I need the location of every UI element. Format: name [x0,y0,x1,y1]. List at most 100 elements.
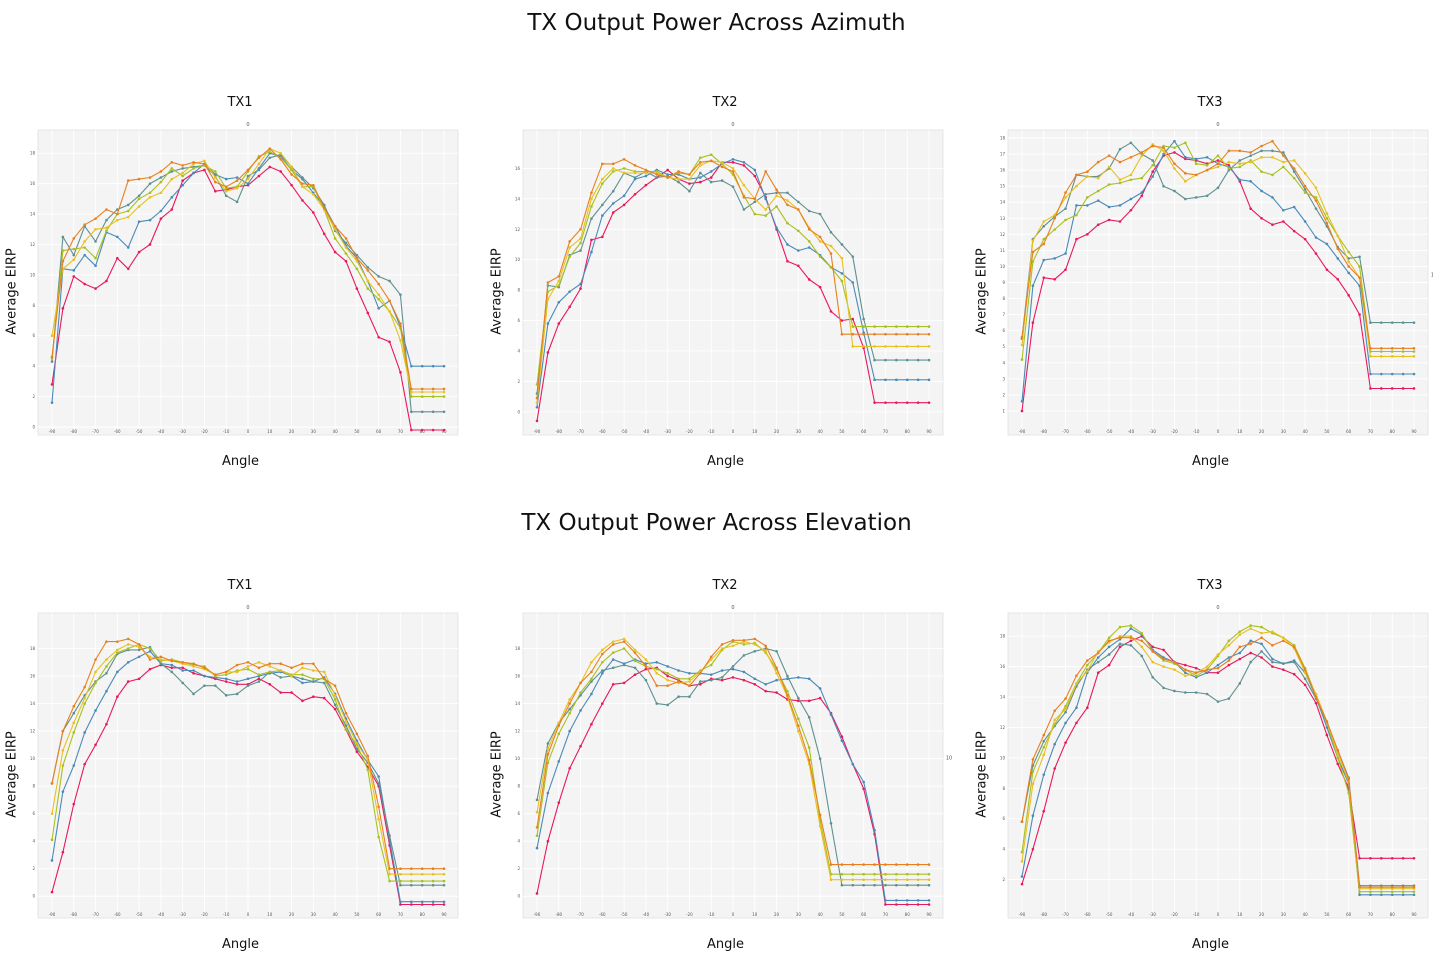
data-point [1369,893,1372,897]
data-point [137,197,141,201]
data-point [1249,627,1252,630]
x-tick-label: 40 [1303,429,1309,434]
data-point [557,322,561,325]
x-tick-label: 60 [376,912,382,917]
data-point [105,229,108,233]
data-point [557,801,561,804]
data-point [442,364,446,368]
data-point [1020,335,1024,339]
data-point [116,212,119,216]
data-point [126,637,130,641]
chart-title: TX2 [712,578,738,593]
data-point [1249,160,1252,164]
data-point [775,649,778,653]
data-point [235,692,239,696]
data-point [731,170,735,173]
data-point [410,872,413,876]
data-point [731,167,735,170]
data-point [279,691,282,694]
data-point [884,401,887,404]
data-point [1358,313,1361,316]
data-point [366,754,370,758]
data-point [442,900,446,904]
data-point [720,678,724,682]
data-point [1227,663,1231,667]
y-tick-label: 11 [1000,248,1006,253]
data-point [1369,885,1372,889]
data-point [257,162,261,166]
data-point [1260,216,1263,220]
data-point [148,243,152,246]
data-point [203,162,206,166]
y-tick-label: 12 [515,227,521,232]
data-point [720,643,724,646]
data-point [611,658,615,661]
data-point [1238,149,1242,153]
data-point [116,235,119,239]
data-point [677,695,680,698]
data-point [1064,218,1067,222]
chart-title: TX1 [227,578,253,593]
data-point [72,721,76,725]
data-point [927,332,931,336]
data-point [1216,653,1220,656]
x-tick-label: 0 [1217,912,1220,917]
data-point [655,702,659,705]
data-point [72,275,76,278]
x-tick-label: -90 [534,429,541,434]
data-point [159,180,163,184]
x-tick-label: -70 [92,429,99,434]
data-point [344,728,348,732]
data-point [1020,343,1024,347]
data-point [1042,220,1046,223]
data-point [170,659,174,663]
data-point [1380,347,1383,350]
data-point [568,290,571,293]
data-point [1184,663,1187,667]
x-tick-label: -10 [223,912,230,917]
data-point [1336,756,1340,760]
data-point [1140,631,1144,635]
data-point [203,666,206,670]
data-point [1184,172,1187,175]
x-tick-label: 30 [311,912,317,917]
data-point [851,345,855,348]
data-point [873,358,876,362]
data-point [105,722,108,726]
x-tick-label: -60 [599,429,606,434]
data-point [568,707,571,711]
x-tick-label: -70 [577,429,584,434]
data-point [807,278,811,281]
chart-azimuth-tx2: TX2 Average EIRP Angle -90 -80 -70 -60 -50 -40 -3… [490,95,960,475]
x-tick-label: 90 [1411,429,1417,434]
data-point [1238,159,1242,162]
data-point [666,703,669,707]
data-point [677,180,680,184]
data-point [1194,691,1198,694]
x-tick-label: -10 [1193,912,1200,917]
data-point [333,684,337,687]
data-point [1075,184,1078,188]
x-tick-label: -90 [49,912,56,917]
data-point [786,243,789,246]
y-tick-label: 10 [30,756,36,761]
data-point [568,255,571,258]
data-point [355,267,359,271]
x-axis-label: Angle [222,454,259,469]
data-point [420,364,424,368]
data-point [1075,721,1078,725]
data-point [775,188,778,192]
data-point [126,660,130,664]
data-point [1347,271,1350,275]
data-point [1336,234,1340,238]
data-point [214,170,217,173]
data-point [873,378,876,382]
data-point [420,410,424,414]
data-point [535,419,539,423]
data-point [1303,172,1307,175]
data-point [1390,347,1394,350]
data-point [257,680,261,683]
data-point [377,817,380,821]
data-point [797,729,800,733]
data-point [1249,180,1252,183]
